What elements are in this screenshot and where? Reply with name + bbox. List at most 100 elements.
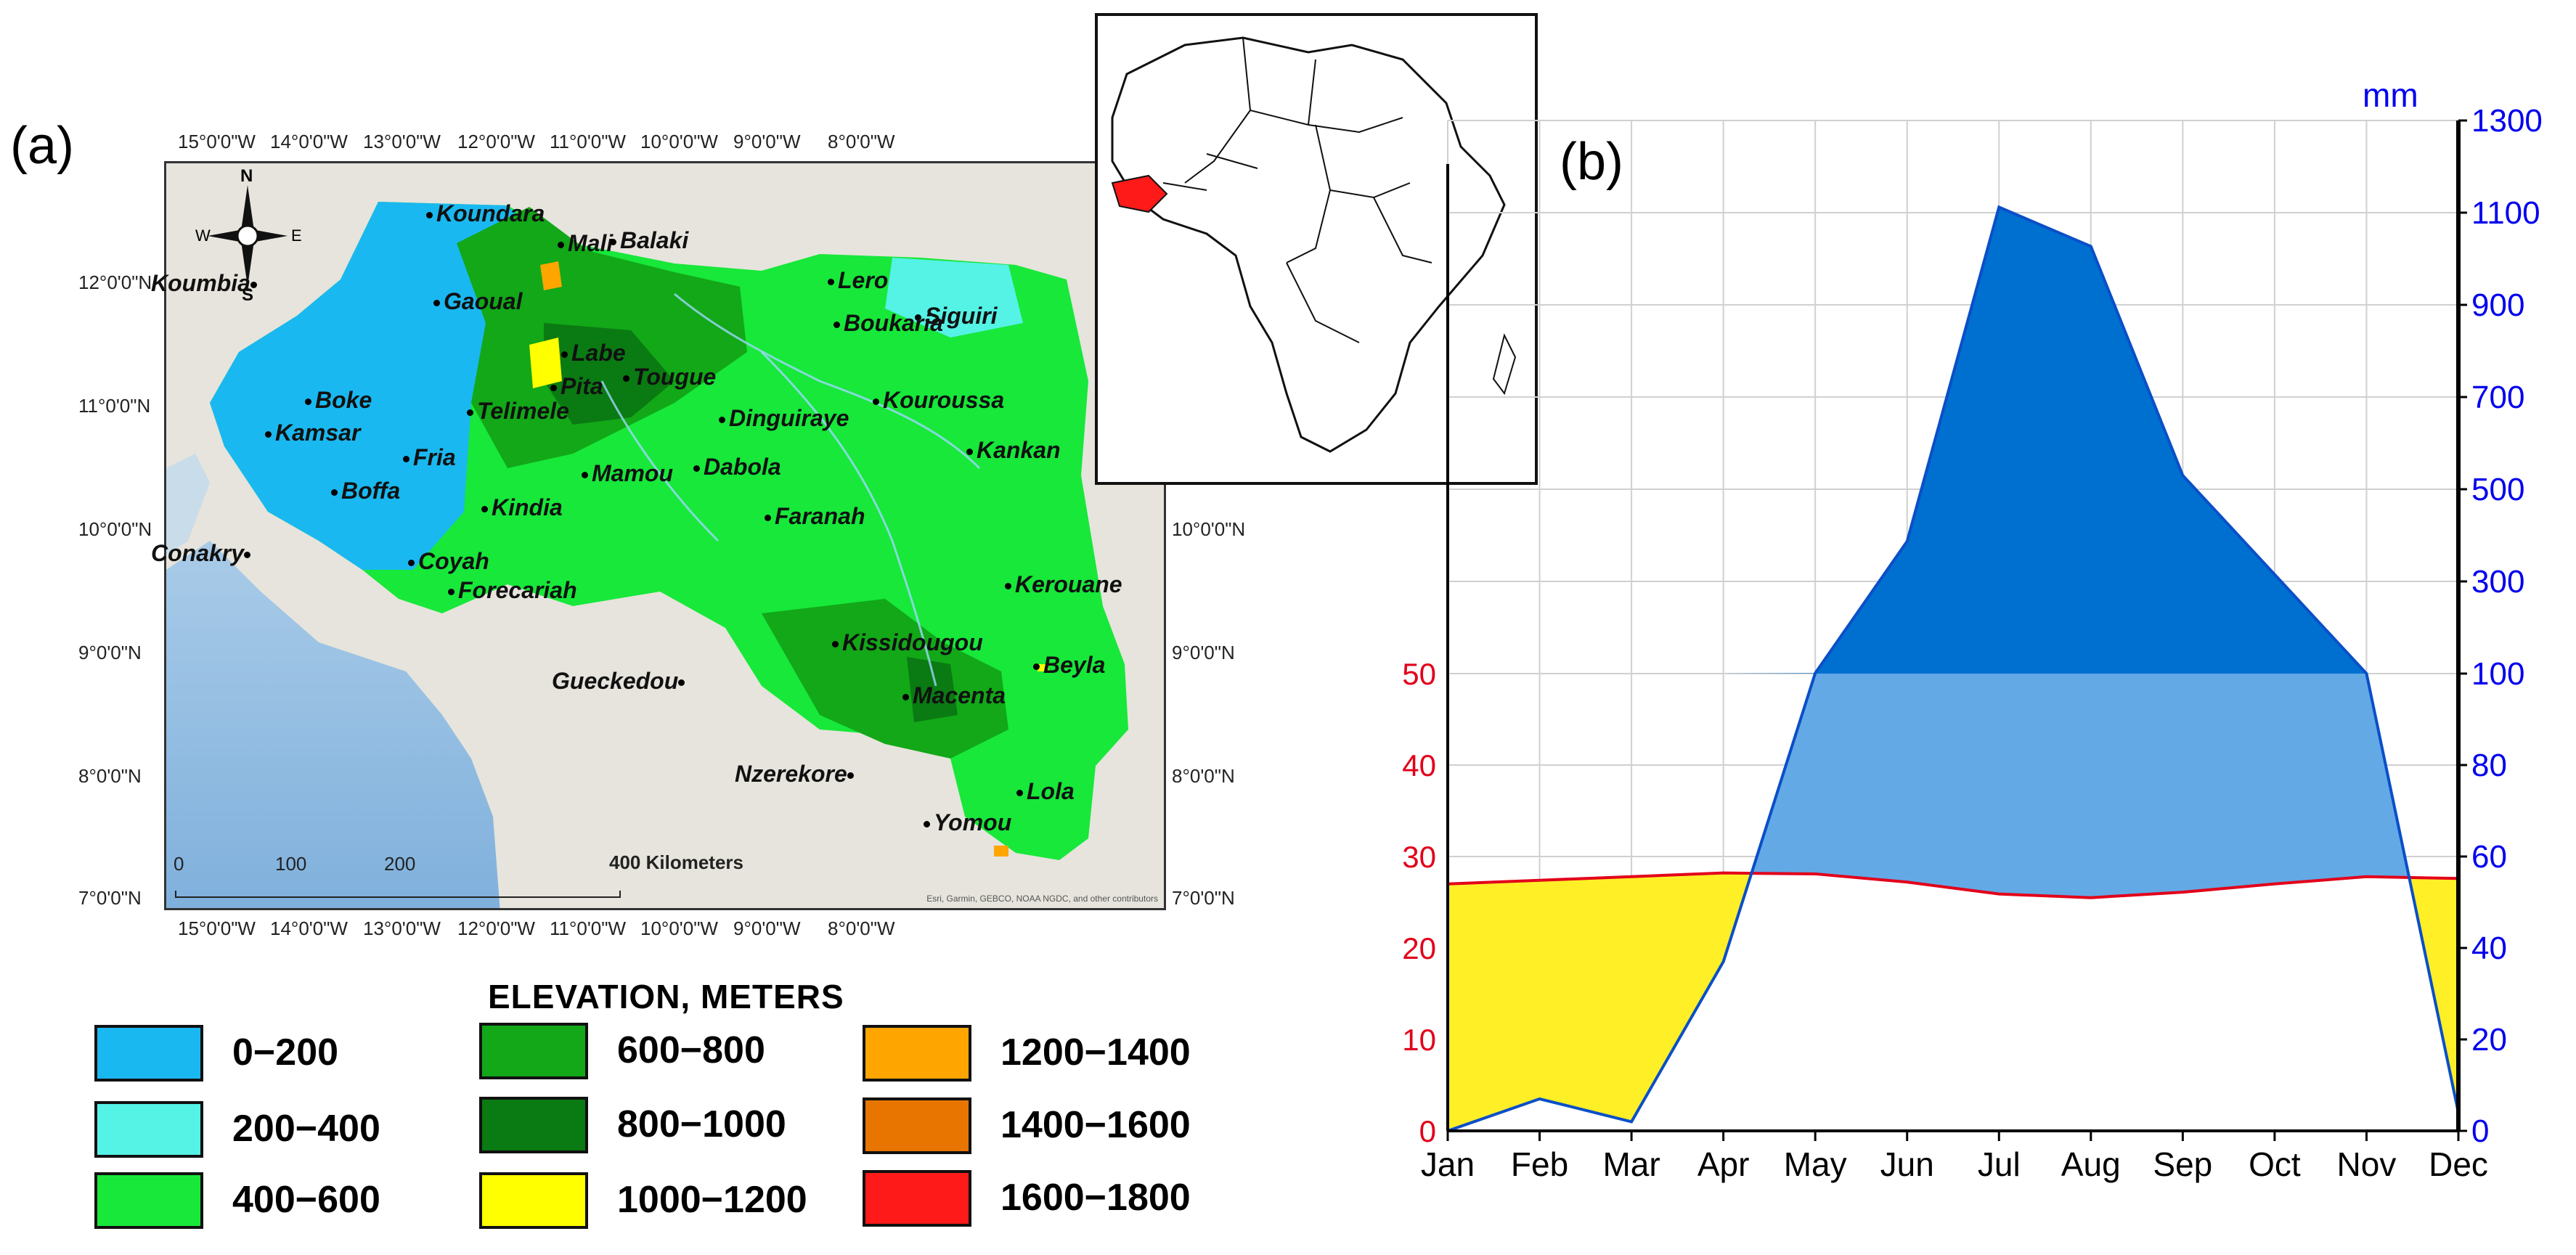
guinea-highlight — [1111, 174, 1168, 213]
city-name: Mali — [568, 230, 614, 256]
right-tick-label: 500 — [2471, 472, 2524, 507]
city-dot — [403, 456, 409, 463]
city-label: Lola — [1016, 778, 1075, 805]
city-name: Boukaria — [844, 310, 943, 336]
legend-label: 1200−1400 — [1000, 1031, 1191, 1074]
city-label: Boffa — [331, 478, 400, 504]
lon-label-top: 9°0'0"W — [733, 131, 801, 152]
city-name: Gaoual — [444, 288, 523, 314]
city-label: Koumbia — [151, 270, 261, 297]
city-name: Yomou — [934, 809, 1012, 835]
x-tick-label: Nov — [2337, 1145, 2397, 1183]
right-tick-label: 700 — [2471, 380, 2524, 415]
x-tick-label: Feb — [1511, 1145, 1568, 1183]
city-label: Beyla — [1033, 652, 1105, 679]
city-dot — [873, 398, 879, 406]
city-dot — [426, 212, 433, 219]
legend-swatch — [479, 1172, 588, 1229]
city-name: Dinguiraye — [729, 405, 849, 431]
lat-label-right: 8°0'0"N — [1172, 765, 1235, 787]
left-tick-label: 0 — [1419, 1114, 1436, 1148]
lon-label-top: 8°0'0"W — [828, 131, 895, 152]
compass-e: E — [291, 226, 302, 245]
city-name: Kerouane — [1015, 571, 1122, 597]
city-name: Lero — [838, 267, 889, 293]
lon-label-bottom: 9°0'0"W — [733, 917, 801, 939]
legend-label: 800−1000 — [617, 1103, 786, 1145]
x-tick-label: Aug — [2061, 1145, 2121, 1183]
city-label: Telimele — [467, 398, 569, 425]
peak-1000-1200 — [529, 338, 562, 388]
city-dot — [678, 679, 685, 687]
perhumid-period-area — [1448, 207, 2458, 674]
city-label: Macenta — [902, 682, 1006, 709]
lat-label-left: 10°0'0"N — [78, 518, 152, 540]
legend-swatch — [479, 1097, 588, 1153]
x-tick-label: May — [1784, 1145, 1847, 1183]
city-label: Coyah — [408, 548, 489, 575]
city-label: Kamsar — [265, 420, 360, 446]
city-name: Kindia — [492, 494, 563, 520]
right-tick-label: 0 — [2471, 1113, 2489, 1149]
x-tick-label: Mar — [1602, 1145, 1660, 1183]
city-dot — [561, 351, 568, 359]
elevation-map — [166, 163, 1164, 908]
city-name: Boffa — [341, 478, 401, 504]
city-dot — [481, 506, 488, 513]
legend-label: 1600−1800 — [1000, 1177, 1191, 1219]
right-tick-label: 900 — [2471, 287, 2524, 323]
africa-outline — [1111, 36, 1517, 453]
city-dot — [902, 694, 909, 701]
city-name: Conakry — [151, 540, 245, 566]
city-label: Yomou — [924, 809, 1011, 836]
legend-label: 600−800 — [617, 1029, 765, 1071]
panel-a-label: (a) — [10, 117, 74, 175]
city-name: Kouroussa — [883, 387, 1005, 413]
upland-800-1000 — [544, 323, 674, 425]
city-label: Koundara — [426, 200, 545, 227]
city-label: Balaki — [610, 227, 688, 254]
lon-label-bottom: 15°0'0"W — [178, 917, 256, 939]
city-dot — [331, 489, 338, 496]
right-tick-label: 60 — [2471, 839, 2507, 875]
city-label: Dabola — [693, 454, 781, 481]
x-tick-label: Apr — [1697, 1145, 1750, 1183]
legend-label: 0−200 — [232, 1031, 339, 1074]
right-tick-label: 20 — [2471, 1022, 2507, 1058]
city-dot — [558, 242, 564, 249]
city-name: Boke — [315, 387, 372, 413]
lat-label-left: 9°0'0"N — [78, 642, 142, 663]
city-dot — [448, 589, 455, 596]
x-tick-label: Dec — [2429, 1145, 2488, 1183]
precipitation-line — [1447, 205, 2460, 1132]
map-attribution: Esri, Garmin, GEBCO, NOAA NGDC, and othe… — [926, 894, 1158, 904]
lon-label-bottom: 14°0'0"W — [270, 917, 348, 939]
city-label: Kankan — [966, 437, 1061, 464]
lon-label-top: 11°0'0"W — [550, 131, 627, 152]
city-dot — [250, 282, 257, 289]
ocean — [166, 541, 500, 908]
city-dot — [833, 322, 840, 329]
right-tick-label: 100 — [2471, 656, 2524, 692]
city-name: Fria — [413, 444, 456, 470]
legend-swatch — [863, 1097, 971, 1154]
city-name: Kamsar — [275, 420, 361, 446]
lat-label-right: 9°0'0"N — [1172, 642, 1235, 663]
x-tick-label: Jul — [1978, 1145, 2021, 1183]
city-label: Gaoual — [433, 288, 522, 315]
lon-label-top: 15°0'0"W — [178, 131, 256, 152]
left-tick-label: 50 — [1402, 657, 1436, 691]
lon-label-bottom: 11°0'0"W — [550, 917, 627, 939]
legend-swatch — [863, 1170, 971, 1227]
legend-label: 200−400 — [232, 1108, 380, 1150]
lat-label-right: 10°0'0"N — [1172, 518, 1246, 540]
city-name: Nzerekore — [735, 761, 847, 787]
legend-swatch — [94, 1101, 203, 1158]
x-tick-label: Sep — [2153, 1145, 2212, 1183]
lon-label-bottom: 8°0'0"W — [828, 917, 895, 939]
city-dot — [765, 515, 771, 522]
x-tick-label: Jan — [1421, 1145, 1475, 1183]
city-label: Boukaria — [833, 310, 943, 337]
right-tick-label: 40 — [2471, 931, 2507, 966]
city-label: Kissidougou — [832, 629, 983, 656]
